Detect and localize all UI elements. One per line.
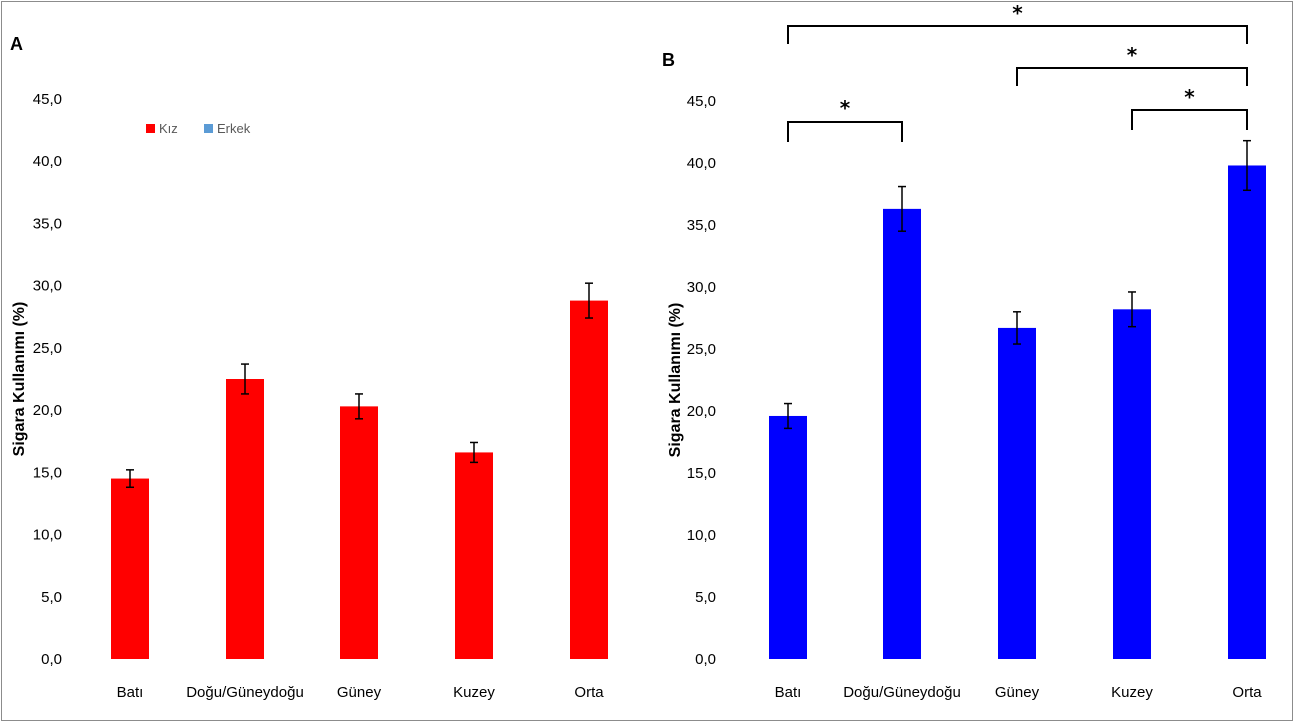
- category-label: Doğu/Güneydoğu: [186, 684, 304, 701]
- legend-swatch: [204, 124, 213, 133]
- y-tick-label: 40,0: [687, 155, 716, 172]
- y-tick-label: 15,0: [33, 464, 62, 481]
- category-label: Batı: [775, 684, 802, 701]
- y-tick-label: 25,0: [687, 341, 716, 358]
- y-tick-label: 30,0: [687, 279, 716, 296]
- bar-B-3: [1113, 309, 1151, 659]
- y-tick-label: 10,0: [687, 527, 716, 544]
- bar-A-0: [111, 478, 149, 659]
- significance-star: *: [1127, 43, 1138, 67]
- y-tick-label: 30,0: [33, 278, 62, 295]
- y-tick-label: 20,0: [687, 403, 716, 420]
- bar-A-4: [570, 300, 608, 659]
- category-label: Güney: [337, 684, 382, 701]
- y-tick-label: 25,0: [33, 340, 62, 357]
- y-tick-label: 45,0: [687, 93, 716, 110]
- significance-bracket: [1016, 67, 1248, 86]
- y-axis-label: Sigara Kullanımı (%): [667, 303, 684, 458]
- y-tick-label: 5,0: [41, 589, 62, 606]
- panel-letter-A: A: [10, 34, 23, 54]
- y-tick-label: 5,0: [695, 589, 716, 606]
- y-tick-label: 45,0: [33, 91, 62, 108]
- category-label: Batı: [117, 684, 144, 701]
- category-label: Orta: [574, 684, 604, 701]
- y-tick-label: 20,0: [33, 402, 62, 419]
- category-label: Orta: [1232, 684, 1262, 701]
- y-tick-label: 10,0: [33, 527, 62, 544]
- significance-bracket: [787, 121, 903, 142]
- significance-star: *: [1012, 1, 1023, 25]
- legend-label: Kız: [159, 121, 178, 136]
- category-label: Güney: [995, 684, 1040, 701]
- y-tick-label: 35,0: [33, 215, 62, 232]
- bar-A-3: [455, 452, 493, 659]
- bar-A-1: [226, 379, 264, 659]
- legend-swatch: [146, 124, 155, 133]
- y-tick-label: 0,0: [695, 651, 716, 668]
- y-axis-label: Sigara Kullanımı (%): [11, 302, 28, 457]
- y-tick-label: 40,0: [33, 153, 62, 170]
- category-label: Kuzey: [1111, 684, 1153, 701]
- y-tick-label: 15,0: [687, 465, 716, 482]
- significance-bracket: [1131, 109, 1248, 130]
- bar-B-1: [883, 208, 921, 659]
- significance-bracket: [787, 25, 1248, 44]
- significance-star: *: [840, 96, 851, 120]
- category-label: Kuzey: [453, 684, 495, 701]
- bar-A-2: [340, 406, 378, 659]
- y-tick-label: 0,0: [41, 651, 62, 668]
- bar-B-0: [769, 415, 807, 659]
- panel-letter-B: B: [662, 50, 675, 70]
- bar-B-4: [1228, 165, 1266, 660]
- significance-star: *: [1184, 85, 1195, 109]
- category-label: Doğu/Güneydoğu: [843, 684, 961, 701]
- y-tick-label: 35,0: [687, 217, 716, 234]
- bar-B-2: [998, 327, 1036, 659]
- legend-label: Erkek: [217, 121, 251, 136]
